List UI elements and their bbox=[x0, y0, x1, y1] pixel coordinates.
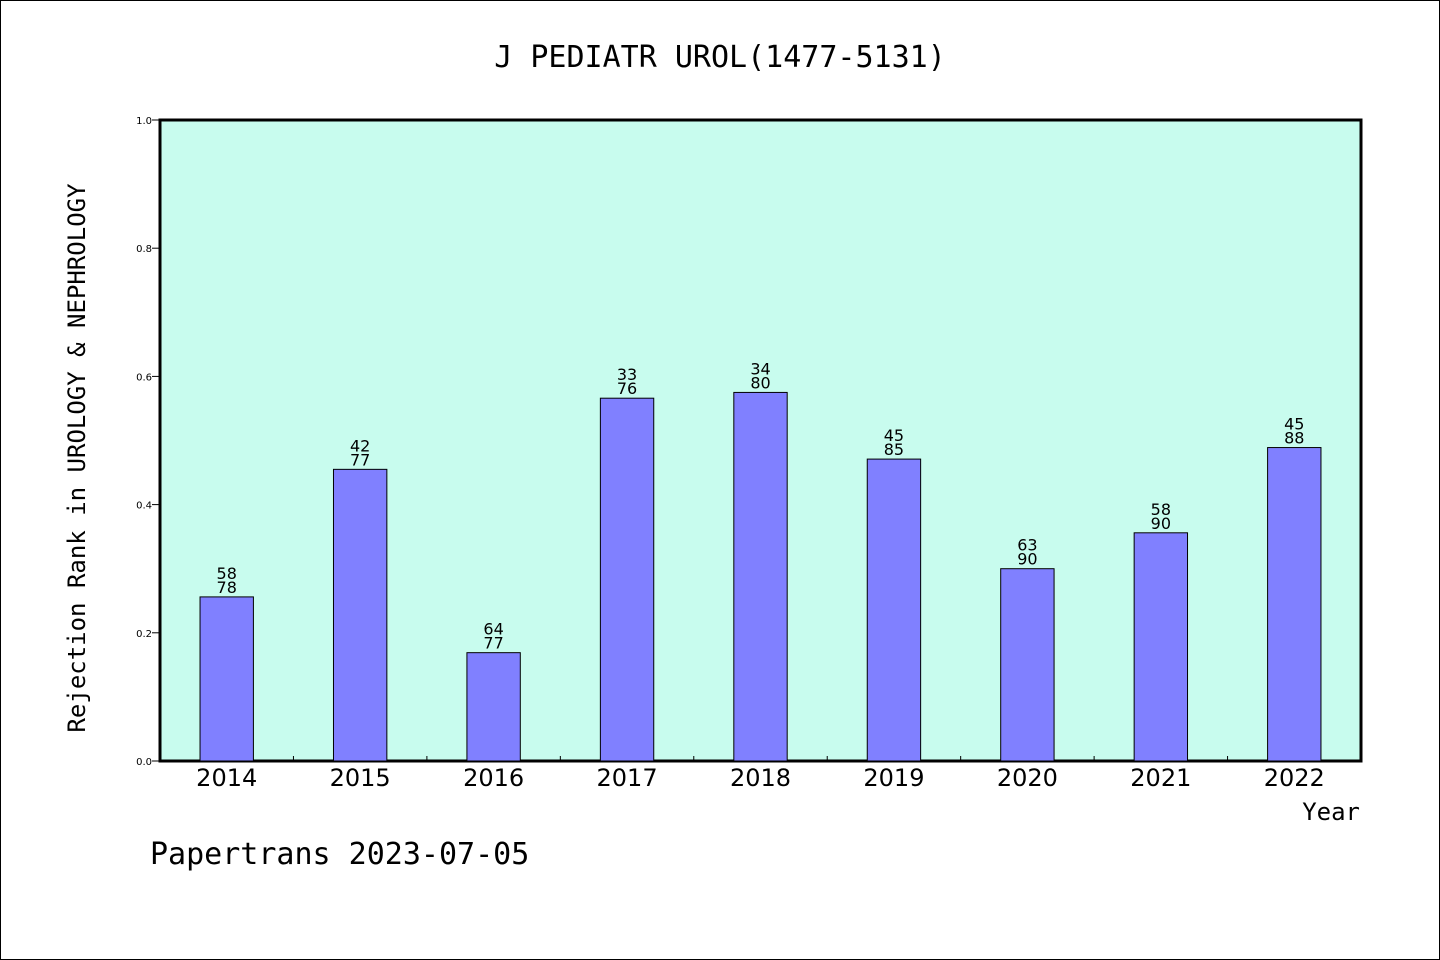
bar bbox=[199, 596, 254, 762]
bar-label-top: 33 bbox=[617, 365, 637, 384]
x-tick-label: 2021 bbox=[1130, 764, 1191, 792]
x-tick-label: 2017 bbox=[597, 764, 658, 792]
x-tick-label: 2020 bbox=[997, 764, 1058, 792]
y-tick-label: 1.0 bbox=[136, 116, 152, 127]
bar bbox=[1133, 532, 1189, 762]
bar-label-top: 45 bbox=[884, 426, 904, 445]
x-tick-label: 2016 bbox=[463, 764, 524, 792]
bar-label-bottom: 90 bbox=[1017, 550, 1037, 569]
y-tick-label: 0.6 bbox=[136, 372, 152, 383]
bar-label-bottom: 90 bbox=[1151, 514, 1171, 533]
x-tick-label: 2014 bbox=[196, 764, 257, 792]
bar bbox=[1000, 568, 1055, 762]
y-tick-label: 0.8 bbox=[136, 244, 152, 255]
bar-label-bottom: 76 bbox=[617, 379, 637, 398]
footer-text: Papertrans 2023-07-05 bbox=[150, 837, 529, 872]
bar-label-top: 64 bbox=[483, 620, 503, 639]
bar-label-bottom: 88 bbox=[1284, 429, 1304, 448]
bar bbox=[1267, 447, 1322, 762]
bar-label-bottom: 77 bbox=[483, 634, 503, 653]
x-tick-label: 2018 bbox=[730, 764, 791, 792]
y-axis-label: Rejection Rank in UROLOGY & NEPHROLOGY bbox=[63, 183, 91, 733]
bar-label-top: 63 bbox=[1017, 536, 1037, 555]
bar-label-bottom: 78 bbox=[217, 578, 237, 597]
bar-label-top: 34 bbox=[750, 359, 770, 378]
x-axis: 2014 2015 2016 2017 2018 2019 2020 2021 2022 bbox=[196, 756, 1325, 792]
bar-label-bottom: 85 bbox=[884, 440, 904, 459]
y-tick-label: 0.4 bbox=[136, 501, 152, 512]
bar-label-bottom: 77 bbox=[350, 450, 370, 469]
bar bbox=[599, 397, 655, 762]
bar bbox=[466, 652, 521, 762]
bar-label-top: 58 bbox=[1151, 500, 1171, 519]
bar-label-top: 58 bbox=[217, 564, 237, 583]
bar-label-top: 42 bbox=[350, 436, 370, 455]
bar bbox=[866, 458, 922, 762]
y-tick-label: 0.2 bbox=[136, 629, 152, 640]
x-tick-label: 2019 bbox=[863, 764, 924, 792]
bar-label-top: 45 bbox=[1284, 415, 1304, 434]
y-tick-label: 0.0 bbox=[136, 757, 152, 768]
bar bbox=[733, 391, 788, 762]
bar-label-bottom: 80 bbox=[750, 373, 770, 392]
x-tick-label: 2022 bbox=[1264, 764, 1325, 792]
x-tick-label: 2015 bbox=[330, 764, 391, 792]
x-axis-label: Year bbox=[1302, 798, 1360, 826]
bar bbox=[332, 468, 388, 762]
y-axis: 0.0 0.2 0.4 0.6 0.8 1.0 bbox=[136, 116, 160, 768]
chart-title: J PEDIATR UROL(1477-5131) bbox=[494, 40, 946, 75]
